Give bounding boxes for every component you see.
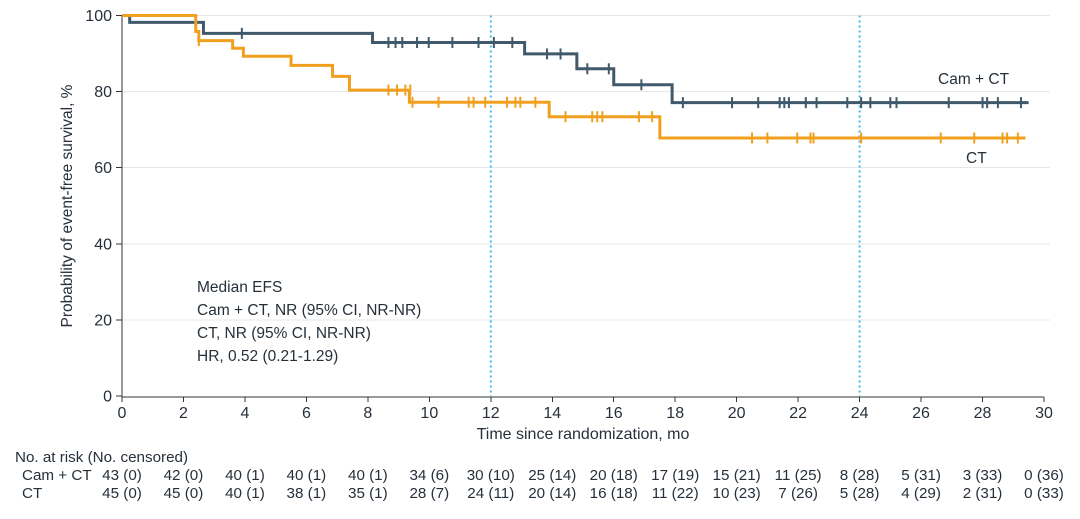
x-tick-label-20: 20 (728, 405, 746, 422)
risk-value: 8 (28) (839, 467, 880, 484)
x-tick-label-30: 30 (1035, 405, 1053, 422)
risk-value: 20 (14) (528, 485, 577, 502)
median-efs-annotation: Median EFS Cam + CT, NR (95% CI, NR-NR) … (197, 276, 421, 368)
risk-value: 2 (31) (962, 485, 1003, 502)
risk-value: 5 (28) (839, 485, 880, 502)
survival-curve-cam-ct (122, 14, 1029, 105)
risk-value: 40 (1) (348, 467, 388, 484)
risk-value: 0 (33) (1024, 485, 1064, 502)
x-tick-label-18: 18 (666, 405, 684, 422)
risk-value: 43 (0) (102, 467, 142, 484)
risk-value: 16 (18) (589, 485, 638, 502)
x-tick-label-10: 10 (420, 405, 438, 422)
risk-value: 25 (14) (528, 467, 577, 484)
x-tick-label-14: 14 (543, 405, 561, 422)
risk-table-header: No. at risk (No. censored) (15, 449, 189, 466)
x-tick-label-6: 6 (302, 405, 311, 422)
x-tick-label-2: 2 (179, 405, 188, 422)
risk-value: 17 (19) (651, 467, 700, 484)
risk-value: 40 (1) (286, 467, 327, 484)
x-tick-label-28: 28 (974, 405, 992, 422)
risk-value: 4 (29) (901, 485, 941, 502)
curve-label-ct: CT (966, 150, 987, 167)
risk-value: 42 (0) (163, 467, 204, 484)
x-tick-label-22: 22 (789, 405, 807, 422)
x-tick-label-16: 16 (605, 405, 623, 422)
y-tick-label-80: 80 (94, 84, 112, 101)
risk-value: 40 (1) (225, 467, 265, 484)
annotation-line-median-efs: Median EFS (197, 279, 283, 296)
risk-value: 11 (25) (774, 467, 822, 484)
risk-value: 40 (1) (225, 485, 265, 502)
y-tick-label-20: 20 (94, 312, 112, 329)
y-tick-label-40: 40 (94, 236, 112, 253)
risk-value: 10 (23) (712, 485, 761, 502)
risk-value: 15 (21) (712, 467, 761, 484)
risk-value: 45 (0) (163, 485, 204, 502)
risk-value: 45 (0) (102, 485, 142, 502)
x-tick-label-12: 12 (482, 405, 500, 422)
x-tick-label-26: 26 (912, 405, 930, 422)
risk-row-label-cam-ct: Cam + CT (22, 467, 92, 484)
risk-value: 11 (22) (651, 485, 699, 502)
risk-value: 28 (7) (409, 485, 450, 502)
risk-value: 3 (33) (962, 467, 1003, 484)
x-tick-label-4: 4 (240, 405, 249, 422)
x-tick-label-24: 24 (851, 405, 869, 422)
risk-value: 35 (1) (348, 485, 388, 502)
curve-label-cam-ct: Cam + CT (938, 71, 1010, 88)
y-tick-label-100: 100 (85, 8, 112, 25)
annotation-line-ct: CT, NR (95% CI, NR-NR) (197, 325, 371, 342)
risk-row-label-ct: CT (22, 485, 43, 502)
risk-value: 38 (1) (286, 485, 327, 502)
x-tick-label-0: 0 (118, 405, 127, 422)
risk-value: 20 (18) (589, 467, 638, 484)
annotation-line-hr: HR, 0.52 (0.21-1.29) (197, 348, 339, 365)
x-axis-title: Time since randomization, mo (476, 426, 690, 443)
annotation-line-cam-ct: Cam + CT, NR (95% CI, NR-NR) (197, 302, 422, 319)
risk-value: 24 (11) (467, 485, 515, 502)
y-tick-label-60: 60 (94, 160, 112, 177)
risk-value: 0 (36) (1024, 467, 1064, 484)
risk-value: 34 (6) (409, 467, 450, 484)
x-tick-label-8: 8 (363, 405, 372, 422)
risk-value: 30 (10) (466, 467, 515, 484)
y-tick-label-0: 0 (103, 389, 112, 406)
risk-value: 5 (31) (901, 467, 941, 484)
risk-value: 7 (26) (778, 485, 818, 502)
